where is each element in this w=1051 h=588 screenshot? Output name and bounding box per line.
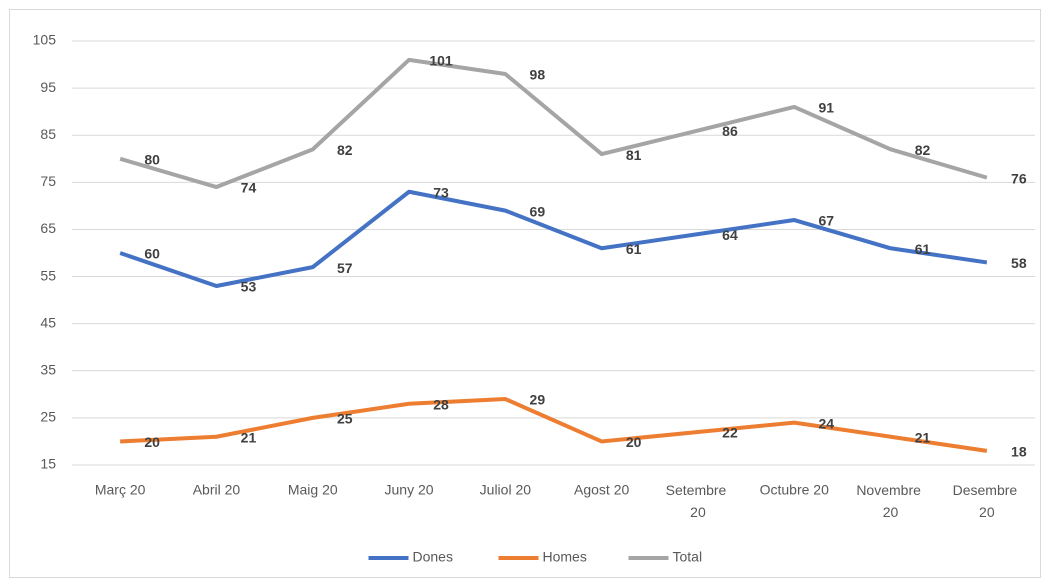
line-series (120, 397, 988, 453)
x-tick-label: Agost 20 (574, 482, 629, 498)
y-tick-label: 85 (40, 126, 56, 142)
data-label: 61 (915, 241, 931, 257)
data-label: 81 (626, 147, 642, 163)
y-tick-label: 75 (40, 173, 56, 189)
data-label: 98 (530, 67, 546, 83)
chart-border (9, 9, 1041, 578)
data-label: 61 (626, 241, 642, 257)
data-label: 67 (818, 213, 834, 229)
data-label: 74 (241, 180, 257, 196)
data-label: 24 (818, 415, 834, 431)
y-tick-label: 35 (40, 361, 56, 377)
x-tick-label: Octubre 20 (760, 482, 829, 498)
data-label: 86 (722, 123, 738, 139)
x-tick-label: Maig 20 (288, 482, 338, 498)
y-tick-label: 105 (33, 32, 57, 48)
x-tick-label: Novembre 20 (856, 482, 924, 520)
legend-label: Homes (543, 549, 587, 565)
x-tick-label: Setembre 20 (666, 482, 731, 520)
data-label: 60 (144, 246, 160, 262)
x-tick-label: Juliol 20 (480, 482, 532, 498)
x-tick-label: Abril 20 (193, 482, 241, 498)
data-label: 21 (915, 429, 931, 445)
data-label: 25 (337, 411, 353, 427)
data-label: 21 (241, 429, 257, 445)
line-series (119, 57, 988, 190)
data-label: 82 (337, 142, 353, 158)
x-tick-label: Juny 20 (385, 482, 434, 498)
data-label: 73 (433, 184, 449, 200)
data-label: 18 (1011, 444, 1027, 460)
x-tick-label: Març 20 (95, 482, 146, 498)
data-label: 64 (722, 227, 738, 243)
y-tick-label: 55 (40, 267, 56, 283)
y-tick-label: 25 (40, 409, 56, 425)
data-label: 28 (433, 396, 449, 412)
data-label: 69 (530, 203, 546, 219)
data-label: 82 (915, 142, 931, 158)
y-tick-label: 45 (40, 314, 56, 330)
data-label: 101 (429, 53, 453, 69)
data-label: 29 (530, 392, 546, 408)
legend-label: Total (673, 549, 703, 565)
data-label: 80 (144, 151, 160, 167)
y-tick-label: 95 (40, 79, 56, 95)
data-label: 91 (818, 100, 834, 116)
data-label: 20 (626, 434, 642, 450)
legend-label: Dones (413, 549, 453, 565)
y-tick-label: 65 (40, 220, 56, 236)
line-series (119, 189, 988, 288)
data-label: 76 (1011, 170, 1027, 186)
data-label: 22 (722, 425, 738, 441)
data-label: 58 (1011, 255, 1027, 271)
y-tick-label: 15 (40, 456, 56, 472)
x-tick-label: Desembre 20 (953, 482, 1021, 520)
data-label: 20 (144, 434, 160, 450)
data-label: 57 (337, 260, 353, 276)
data-label: 53 (241, 279, 257, 295)
